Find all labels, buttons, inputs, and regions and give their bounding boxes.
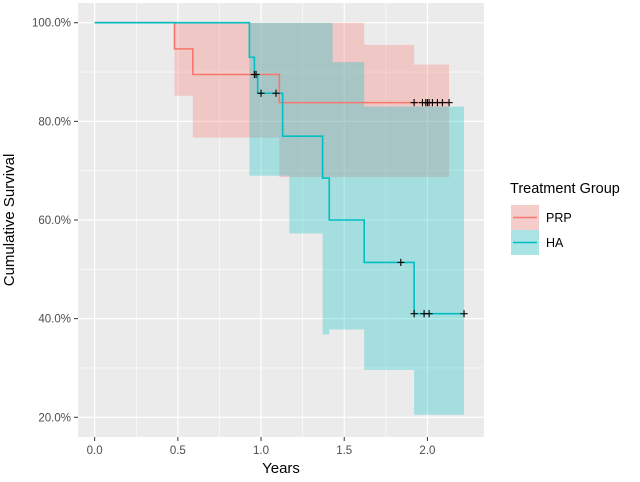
prp-survival-line	[94, 21, 450, 104]
prp-censor-mark	[445, 99, 453, 107]
prp-censor-mark	[438, 99, 447, 107]
legend: Treatment Group PRP HA	[510, 181, 620, 255]
ha-censor-mark	[425, 310, 433, 318]
survival-lines	[94, 21, 465, 315]
x-tick-label: 0.0	[87, 445, 103, 457]
y-tick-label: 60.0%	[38, 215, 71, 227]
legend-label: HA	[546, 236, 564, 250]
ha-censor-mark	[252, 70, 260, 79]
prp-censor-mark	[410, 99, 418, 107]
prp-confidence-band	[174, 22, 450, 178]
axes: 0.0 0.5 1.0 1.5 2.0 20.0% 40.0% 60.0% 80.0% 100.0…	[32, 18, 435, 457]
x-tick-label: 1.0	[253, 445, 269, 457]
censor-marks	[250, 70, 468, 318]
legend-title: Treatment Group	[510, 181, 620, 197]
ha-confidence-band	[249, 22, 465, 415]
ha-censor-mark	[410, 310, 418, 318]
legend-label: PRP	[546, 211, 572, 225]
ha-censor-mark	[257, 89, 265, 97]
y-tick-label: 20.0%	[38, 412, 71, 424]
grid-lines	[78, 3, 484, 437]
ha-survival-line	[94, 21, 465, 315]
ha-censor-mark	[397, 258, 405, 267]
y-tick-label: 100.0%	[32, 18, 71, 30]
x-tick-label: 0.5	[170, 445, 186, 457]
y-tick-label: 80.0%	[38, 116, 71, 128]
x-tick-label: 1.5	[336, 445, 352, 457]
ha-censor-mark	[272, 89, 280, 97]
y-tick-label: 40.0%	[38, 314, 71, 326]
legend-item-ha: HA	[511, 230, 564, 255]
y-axis-title: Cumulative Survival	[1, 154, 18, 287]
confidence-bands	[174, 22, 465, 415]
ha-censor-mark	[460, 310, 468, 318]
x-axis-title: Years	[262, 460, 300, 477]
x-tick-label: 2.0	[419, 445, 435, 457]
legend-item-prp: PRP	[511, 205, 572, 230]
